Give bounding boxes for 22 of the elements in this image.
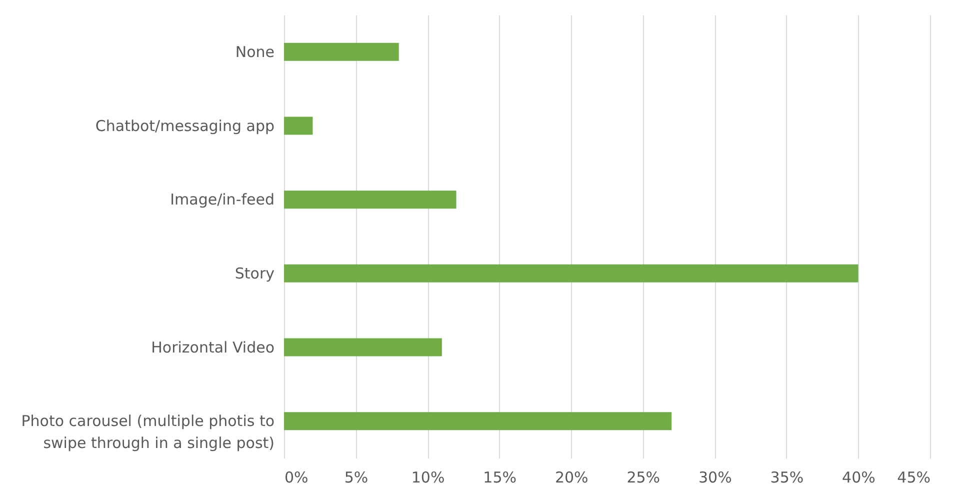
x-tick-label: 45%	[897, 468, 930, 486]
x-tick-label: 25%	[626, 468, 660, 486]
y-tick-label: Horizontal Video	[151, 338, 274, 356]
bar	[284, 338, 442, 356]
x-tick-label: 5%	[344, 468, 368, 486]
bar	[284, 42, 399, 61]
y-tick-label: Chatbot/messaging app	[95, 116, 274, 135]
x-tick-label: 0%	[284, 468, 308, 486]
x-tick-label: 20%	[554, 468, 588, 486]
x-tick-label: 35%	[770, 468, 804, 486]
y-tick-label: Story	[234, 264, 275, 282]
x-tick-label: 10%	[411, 468, 445, 486]
x-tick-label: 40%	[842, 468, 876, 486]
bar	[284, 116, 313, 135]
bar	[284, 190, 456, 209]
y-tick-label: Photo carousel (multiple photis to swipe through in a single post)	[21, 412, 274, 452]
y-tick-label: None	[235, 42, 274, 61]
x-tick-label: 15%	[483, 468, 517, 486]
bar	[284, 412, 672, 430]
bar	[284, 264, 858, 282]
x-tick-label: 30%	[698, 468, 732, 486]
y-tick-label: Image/in-feed	[170, 190, 274, 209]
